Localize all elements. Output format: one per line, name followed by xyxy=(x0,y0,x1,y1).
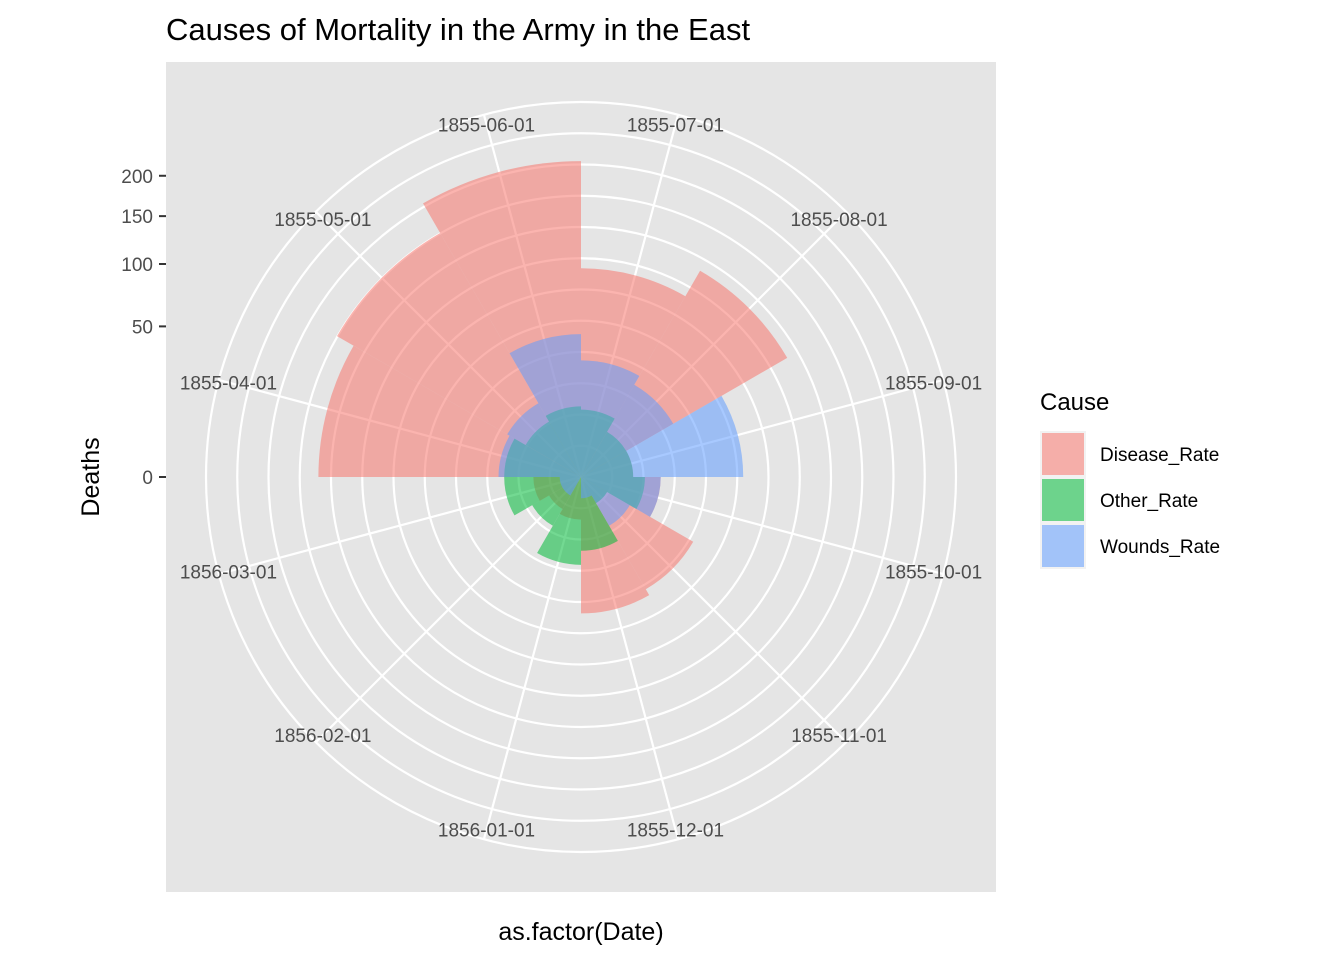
y-tick-label: 200 xyxy=(121,167,153,188)
wedge-wounds-rate-1856-03-01 xyxy=(559,477,581,488)
category-label: 1855-10-01 xyxy=(885,562,982,583)
y-tick-label: 150 xyxy=(121,207,153,228)
y-tick-label: 100 xyxy=(121,255,153,276)
wedge-wounds-rate-1855-07-01 xyxy=(581,360,640,477)
wedge-wounds-rate-1856-02-01 xyxy=(562,477,581,496)
x-axis-title: as.factor(Date) xyxy=(498,918,663,946)
category-label: 1855-07-01 xyxy=(627,115,724,136)
grid-spoke xyxy=(315,476,582,743)
category-label: 1855-11-01 xyxy=(791,726,887,747)
category-label: 1855-09-01 xyxy=(885,374,982,395)
legend-title: Cause xyxy=(1040,389,1109,416)
category-label: 1856-03-01 xyxy=(180,562,277,583)
grid-ring xyxy=(236,132,926,822)
y-axis: 0 50 100 150 200 xyxy=(121,167,166,489)
wedge-wounds-rate-1855-05-01 xyxy=(507,403,581,477)
wedge-wounds-rate-1855-11-01 xyxy=(581,477,630,526)
legend-label-wounds-rate: Wounds_Rate xyxy=(1100,537,1220,558)
category-label: 1856-02-01 xyxy=(274,726,371,747)
wedge-wounds-rate-1855-09-01 xyxy=(581,395,744,477)
category-label: 1856-01-01 xyxy=(438,821,535,842)
wedge-wounds-rate-1855-12-01 xyxy=(581,477,592,499)
bars xyxy=(318,161,788,614)
wedge-disease-rate-1855-05-01 xyxy=(336,232,581,477)
y-tick-label: 0 xyxy=(142,468,153,489)
wedge-wounds-rate-1855-10-01 xyxy=(581,477,661,517)
legend-label-disease-rate: Disease_Rate xyxy=(1100,445,1219,466)
category-labels: 1855-07-01 1855-08-01 1855-09-01 1855-10-01… xyxy=(180,115,982,841)
chart-title: Causes of Mortality in the Army in the E… xyxy=(166,12,750,47)
category-label: 1855-04-01 xyxy=(180,374,277,395)
wedge-other-rate-1856-03-01 xyxy=(504,477,581,516)
y-axis-title: Deaths xyxy=(77,437,105,516)
wedge-wounds-rate-1855-06-01 xyxy=(509,334,581,477)
wedge-other-rate-1856-01-01 xyxy=(537,477,581,565)
grid-ring xyxy=(204,100,958,854)
category-label: 1855-12-01 xyxy=(627,821,724,842)
wedge-wounds-rate-1855-04-01 xyxy=(498,435,581,477)
wedge-wounds-rate-1855-08-01 xyxy=(581,384,674,477)
legend-swatch-disease-rate xyxy=(1042,433,1084,475)
legend-swatch-other-rate xyxy=(1042,479,1084,521)
category-label: 1855-08-01 xyxy=(790,210,887,231)
category-label: 1855-05-01 xyxy=(274,210,371,231)
legend-swatch-wounds-rate xyxy=(1042,525,1084,567)
legend: Cause Disease_Rate Other_Rate Wounds_Rate xyxy=(1040,389,1220,569)
y-tick-label: 50 xyxy=(132,317,153,338)
legend-label-other-rate: Other_Rate xyxy=(1100,491,1198,512)
category-label: 1855-06-01 xyxy=(438,115,535,136)
